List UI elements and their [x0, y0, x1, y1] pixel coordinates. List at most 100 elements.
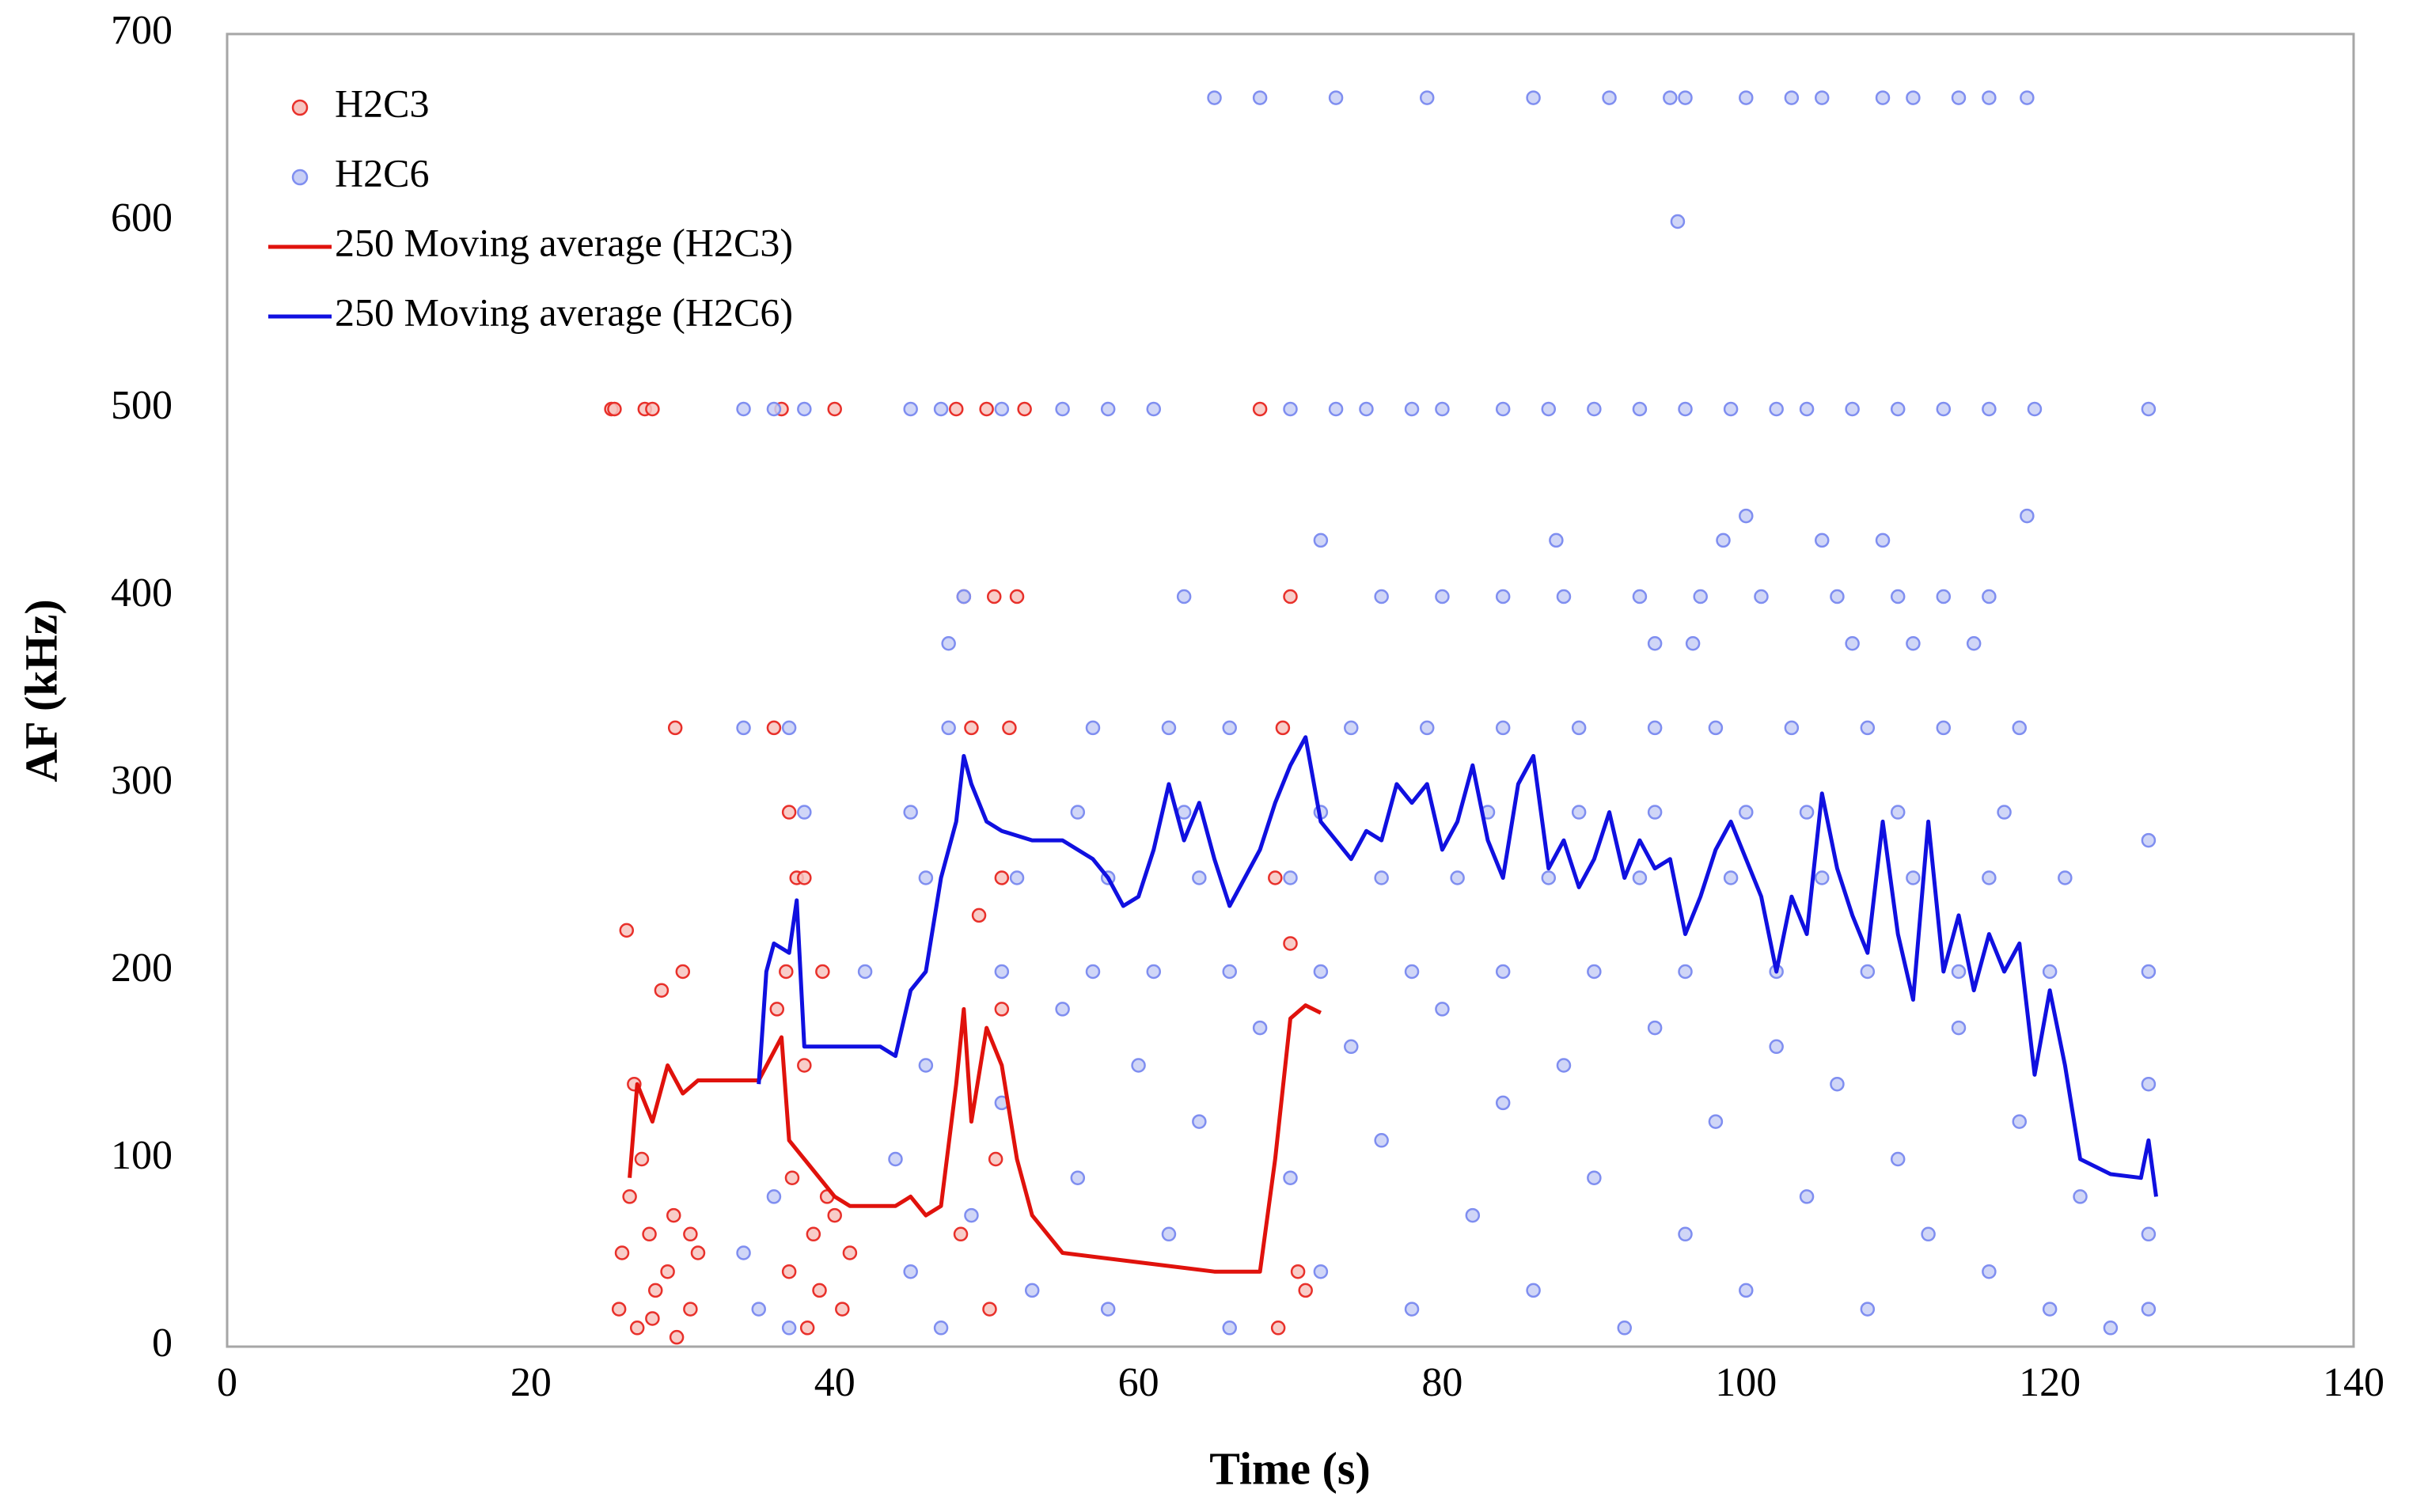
- data-point: [1678, 1226, 1693, 1242]
- data-point: [1647, 720, 1663, 736]
- data-point: [1085, 964, 1101, 980]
- x-tick-label: 140: [2323, 1360, 2384, 1405]
- data-point: [1313, 532, 1329, 548]
- data-point: [751, 1302, 766, 1317]
- data-point: [781, 720, 797, 736]
- data-point: [781, 1321, 797, 1336]
- data-point: [766, 1189, 782, 1204]
- data-point: [1587, 401, 1602, 417]
- data-point: [784, 1170, 800, 1185]
- y-tick-label: 600: [111, 195, 173, 241]
- data-point: [1070, 805, 1086, 820]
- data-point: [1541, 401, 1557, 417]
- data-point: [1739, 805, 1754, 820]
- data-point: [964, 1207, 979, 1223]
- data-point: [1176, 589, 1192, 604]
- data-point: [1495, 401, 1511, 417]
- legend-label: H2C6: [335, 150, 429, 195]
- data-point: [1632, 401, 1648, 417]
- data-point: [1906, 90, 1921, 105]
- data-point: [1632, 589, 1648, 604]
- data-point: [1936, 401, 1952, 417]
- data-point: [1936, 589, 1952, 604]
- data-point: [827, 401, 842, 417]
- data-point: [1890, 401, 1906, 417]
- data-point: [1784, 720, 1800, 736]
- data-point: [2141, 832, 2157, 848]
- data-point: [979, 401, 994, 417]
- data-point: [1009, 589, 1025, 604]
- data-point: [1587, 964, 1602, 980]
- data-point: [1556, 589, 1572, 604]
- data-point: [2141, 1302, 2157, 1317]
- y-tick-label: 0: [152, 1321, 173, 1366]
- data-point: [654, 983, 670, 998]
- data-point: [1252, 401, 1268, 417]
- data-point: [1708, 1114, 1724, 1129]
- data-point: [1678, 401, 1693, 417]
- data-point: [1890, 1151, 1906, 1167]
- y-axis-title: AF (kHz): [15, 599, 66, 782]
- plot-area: [226, 32, 2355, 1348]
- data-point: [1290, 1264, 1306, 1279]
- data-point: [953, 1226, 969, 1242]
- data-point: [1936, 720, 1952, 736]
- data-point: [1723, 870, 1739, 885]
- data-point: [1222, 720, 1237, 736]
- moving-average-line: [628, 1003, 1322, 1274]
- data-point: [781, 805, 797, 820]
- data-point: [1283, 936, 1298, 951]
- data-point: [1784, 90, 1800, 105]
- data-point: [1571, 720, 1587, 736]
- data-point: [1419, 90, 1435, 105]
- data-point: [1815, 870, 1830, 885]
- data-point: [1541, 870, 1557, 885]
- data-point: [988, 1151, 1003, 1167]
- data-point: [781, 1264, 797, 1279]
- data-point: [797, 870, 812, 885]
- data-point: [1678, 964, 1693, 980]
- data-point: [645, 401, 660, 417]
- x-tick-label: 80: [1421, 1360, 1462, 1405]
- data-point: [1815, 90, 1830, 105]
- data-point: [2012, 720, 2028, 736]
- data-point: [1252, 1020, 1268, 1036]
- data-point: [1404, 964, 1420, 980]
- data-point: [857, 964, 873, 980]
- data-point: [1830, 589, 1845, 604]
- data-point: [736, 720, 751, 736]
- data-point: [1982, 401, 1997, 417]
- data-point: [994, 870, 1010, 885]
- y-tick-label: 500: [111, 383, 173, 428]
- data-point: [1450, 870, 1465, 885]
- data-point: [683, 1302, 698, 1317]
- data-point: [1055, 401, 1070, 417]
- data-point: [1571, 805, 1587, 820]
- data-point: [994, 1002, 1010, 1017]
- data-point: [1951, 90, 1967, 105]
- data-point: [1359, 401, 1374, 417]
- data-point: [1222, 964, 1237, 980]
- data-point: [1465, 1207, 1481, 1223]
- data-point: [1313, 964, 1329, 980]
- data-point: [666, 1207, 681, 1223]
- data-point: [1270, 1321, 1286, 1336]
- data-point: [1754, 589, 1769, 604]
- data-point: [994, 401, 1010, 417]
- data-point: [2141, 1226, 2157, 1242]
- data-point: [1100, 401, 1116, 417]
- data-point: [1374, 870, 1389, 885]
- data-point: [2103, 1321, 2119, 1336]
- data-point: [1617, 1321, 1632, 1336]
- data-point: [941, 636, 956, 651]
- x-tick-label: 20: [510, 1360, 552, 1405]
- legend: H2C3 H2C6 250 Moving average (H2C3) 250 Mov…: [268, 81, 793, 334]
- data-point: [1252, 90, 1268, 105]
- data-point: [1693, 589, 1708, 604]
- data-point: [736, 1245, 751, 1260]
- data-point: [766, 401, 782, 417]
- data-point: [1283, 870, 1298, 885]
- data-point: [1815, 532, 1830, 548]
- data-point: [918, 870, 934, 885]
- data-point: [1298, 1283, 1313, 1298]
